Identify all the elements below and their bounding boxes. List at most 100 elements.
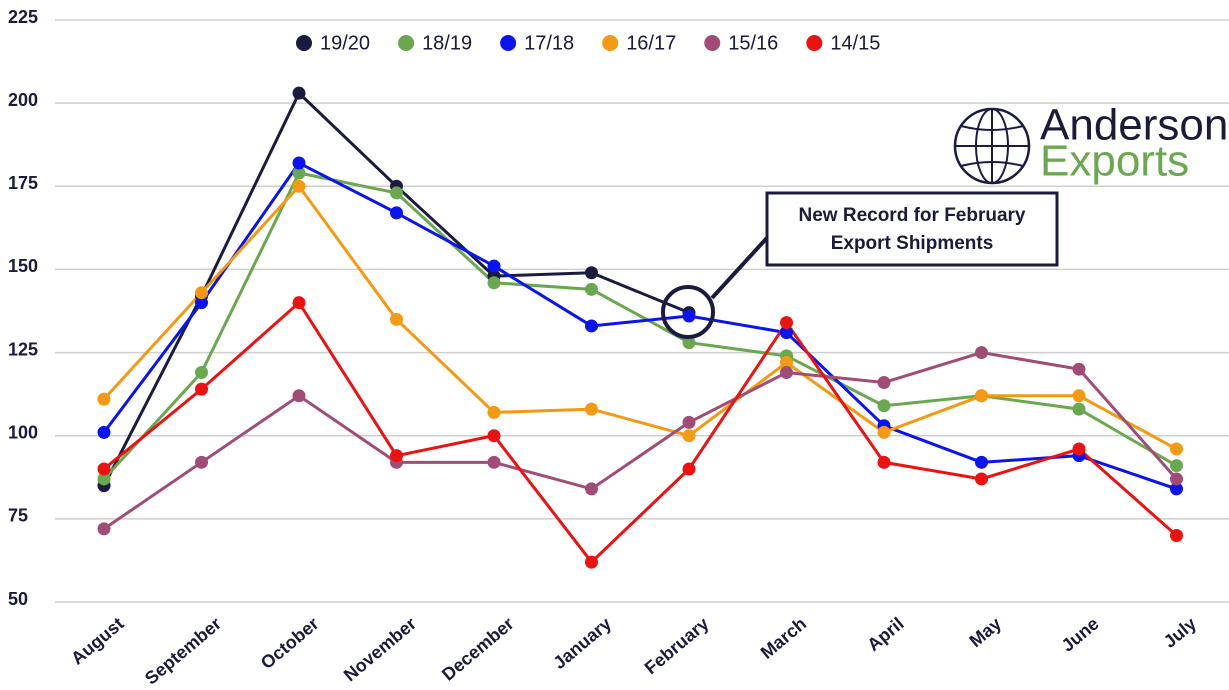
x-tick-label: November (340, 613, 420, 685)
legend-label: 14/15 (830, 32, 880, 54)
annotation-text: New Record for February (799, 205, 1026, 226)
y-tick-label: 100 (8, 422, 38, 442)
data-point (195, 455, 208, 469)
logo: Anderson Exports (953, 101, 1228, 186)
callout-circle (661, 285, 715, 339)
data-point (780, 356, 793, 370)
data-point (975, 346, 988, 360)
data-point (195, 296, 208, 310)
x-tick-label: May (965, 613, 1005, 651)
callout-box (765, 191, 1059, 267)
y-tick-label: 50 (8, 589, 28, 609)
data-point (585, 266, 598, 280)
legend-marker (296, 35, 312, 51)
logo-sub: Exports (1040, 137, 1189, 186)
data-point (682, 336, 696, 350)
data-point (780, 366, 793, 380)
data-point (97, 462, 111, 476)
data-point (682, 429, 696, 443)
legend-label: 16/17 (626, 32, 676, 54)
y-tick-label: 75 (8, 506, 28, 526)
data-point (97, 392, 111, 406)
data-point (97, 425, 111, 439)
data-point (585, 319, 598, 333)
series-line (103, 300, 1178, 565)
globe-parallels (960, 125, 1024, 167)
x-tick-label: July (1160, 613, 1200, 651)
data-point (195, 366, 208, 380)
data-point (877, 425, 891, 439)
data-point (292, 156, 306, 170)
data-point (975, 455, 988, 469)
legend-marker (500, 35, 517, 51)
x-tick-label: August (67, 613, 127, 668)
data-point (877, 376, 891, 390)
data-point (487, 259, 501, 273)
data-point (585, 482, 598, 496)
data-point (1170, 482, 1183, 496)
data-point (292, 166, 306, 180)
data-point (585, 555, 598, 569)
data-point (292, 179, 306, 193)
callout-line (710, 226, 778, 300)
annotation: New Record for February Export Shipments (661, 191, 1059, 339)
legend-label: 17/18 (524, 32, 574, 54)
data-point (292, 296, 306, 310)
legend-marker (398, 35, 415, 51)
x-tick-label: January (549, 613, 615, 673)
data-point (487, 455, 501, 469)
x-tick-label: September (141, 613, 225, 688)
series-line (103, 351, 1178, 531)
series-line (102, 90, 690, 487)
data-point (877, 399, 891, 413)
data-point (780, 316, 793, 330)
x-tick-label: December (438, 613, 518, 684)
data-point (487, 429, 501, 443)
data-point (975, 472, 988, 486)
series-line (102, 183, 1178, 451)
legend-marker (602, 35, 619, 51)
data-point (390, 186, 403, 200)
series-line (102, 161, 1177, 491)
y-tick-label: 175 (8, 173, 38, 193)
data-point (682, 462, 696, 476)
logo-name: Anderson (1040, 101, 1228, 150)
data-point (877, 455, 891, 469)
data-point (1170, 442, 1183, 456)
y-tick-label: 125 (8, 339, 38, 359)
data-point (1072, 442, 1086, 456)
data-point (585, 282, 598, 296)
data-point (195, 382, 208, 396)
data-point (780, 326, 793, 340)
data-point (1170, 472, 1183, 486)
x-tick-label: October (257, 613, 323, 673)
data-point (682, 415, 696, 429)
x-tick-label: March (757, 613, 810, 662)
data-point (1072, 362, 1086, 376)
data-point (1170, 528, 1183, 542)
data-point (292, 86, 306, 100)
legend-label: 15/16 (728, 32, 778, 54)
data-point (292, 389, 306, 403)
data-point (1072, 402, 1086, 416)
legend-marker (806, 35, 823, 51)
data-point (97, 522, 111, 536)
data-point (390, 449, 403, 463)
data-point (97, 472, 111, 486)
x-tick-label: February (641, 613, 713, 678)
data-point (390, 312, 403, 326)
legend-marker (704, 35, 721, 51)
x-tick-label: April (863, 613, 907, 655)
data-point (1072, 389, 1086, 403)
legend-label: 18/19 (422, 32, 472, 54)
data-point (195, 286, 208, 300)
x-tick-label: June (1058, 613, 1103, 655)
data-point (390, 206, 403, 220)
data-point (487, 276, 501, 290)
data-point (1170, 459, 1183, 473)
legend-label: 19/20 (320, 32, 370, 54)
y-tick-label: 225 (8, 7, 38, 27)
y-tick-label: 200 (8, 90, 38, 110)
data-point (487, 405, 501, 419)
